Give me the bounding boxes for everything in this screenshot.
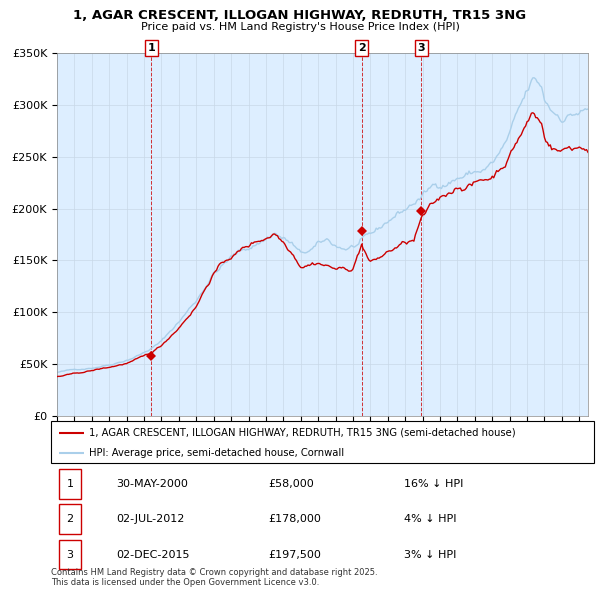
Text: £178,000: £178,000: [268, 514, 321, 524]
Text: 3: 3: [418, 43, 425, 53]
Bar: [59, 469, 81, 499]
Text: 16% ↓ HPI: 16% ↓ HPI: [404, 479, 463, 489]
Text: HPI: Average price, semi-detached house, Cornwall: HPI: Average price, semi-detached house,…: [89, 448, 344, 457]
Text: £197,500: £197,500: [268, 550, 321, 559]
Text: 1: 1: [67, 479, 74, 489]
Text: 2: 2: [358, 43, 365, 53]
Bar: [59, 504, 81, 534]
Text: Contains HM Land Registry data © Crown copyright and database right 2025.
This d: Contains HM Land Registry data © Crown c…: [51, 568, 377, 587]
Text: 02-JUL-2012: 02-JUL-2012: [116, 514, 185, 524]
Text: 2: 2: [67, 514, 74, 524]
Bar: [59, 540, 81, 569]
Text: £58,000: £58,000: [268, 479, 314, 489]
Text: Price paid vs. HM Land Registry's House Price Index (HPI): Price paid vs. HM Land Registry's House …: [140, 22, 460, 32]
Text: 3% ↓ HPI: 3% ↓ HPI: [404, 550, 457, 559]
Text: 1, AGAR CRESCENT, ILLOGAN HIGHWAY, REDRUTH, TR15 3NG: 1, AGAR CRESCENT, ILLOGAN HIGHWAY, REDRU…: [73, 9, 527, 22]
Text: 3: 3: [67, 550, 74, 559]
Text: 02-DEC-2015: 02-DEC-2015: [116, 550, 190, 559]
Text: 1: 1: [148, 43, 155, 53]
Text: 1, AGAR CRESCENT, ILLOGAN HIGHWAY, REDRUTH, TR15 3NG (semi-detached house): 1, AGAR CRESCENT, ILLOGAN HIGHWAY, REDRU…: [89, 428, 515, 438]
Text: 30-MAY-2000: 30-MAY-2000: [116, 479, 188, 489]
Text: 4% ↓ HPI: 4% ↓ HPI: [404, 514, 457, 524]
